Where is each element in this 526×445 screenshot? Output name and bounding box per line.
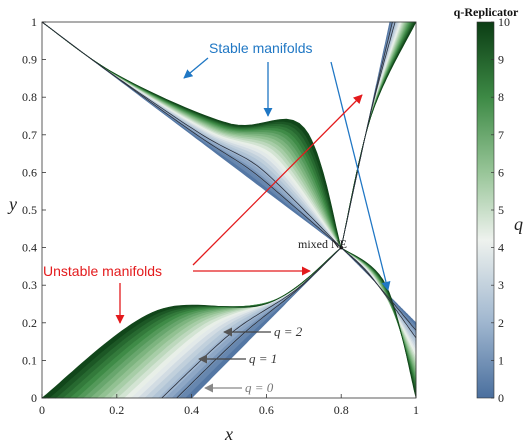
manifold-band (340, 21, 412, 248)
colorbar-tick-label: 7 (498, 128, 504, 142)
q1-label: q = 1 (249, 351, 277, 366)
y-tick-label: 0.7 (22, 128, 37, 142)
y-tick-label: 0.5 (22, 203, 37, 217)
colorbar-label: q (514, 214, 523, 234)
stable-arrow-3 (330, 61, 391, 291)
mixed-ne-label: mixed NE (298, 237, 347, 251)
x-tick-label: 0.8 (334, 403, 349, 417)
q-level-curve (161, 247, 342, 399)
q2-label: q = 2 (274, 324, 303, 339)
colorbar-tick-label: 0 (498, 391, 504, 405)
colorbar-title: q-Replicator (454, 5, 519, 19)
manifold-band (340, 21, 413, 248)
colorbar-tick-label: 2 (498, 316, 504, 330)
y-tick-label: 0.2 (22, 316, 37, 330)
q-level-curve (340, 21, 396, 248)
colorbar-tick-label: 10 (498, 15, 510, 29)
x-tick-label: 0.6 (259, 403, 274, 417)
colorbar-tick-label: 1 (498, 353, 504, 367)
manifold-band (340, 21, 410, 248)
axis-ticks: 0 0.2 0.4 0.6 0.8 1 0 0.1 0.2 0.3 0.4 0.5 0.6 0.7 0.8 0… (22, 15, 419, 417)
manifold-regions (41, 21, 417, 399)
y-tick-label: 0.8 (22, 90, 37, 104)
colorbar-tick-label: 5 (498, 203, 504, 217)
y-tick-label: 0 (31, 391, 37, 405)
manifold-band (340, 21, 411, 248)
stable-arrow-1 (183, 57, 209, 79)
colorbar-tick-label: 9 (498, 53, 504, 67)
colorbar-tick-label: 4 (498, 241, 504, 255)
q0-label: q = 0 (245, 380, 274, 395)
manifold-band (341, 247, 417, 375)
manifold-band (340, 21, 416, 248)
mixed-ne-point (339, 245, 344, 250)
manifold-band (341, 247, 417, 371)
x-tick-label: 1 (413, 403, 419, 417)
colorbar-tick-label: 3 (498, 278, 504, 292)
x-axis-label: x (224, 424, 233, 444)
y-tick-label: 1 (31, 15, 37, 29)
y-tick-label: 0.9 (22, 53, 37, 67)
x-tick-label: 0.2 (109, 403, 124, 417)
annotation-arrows (115, 57, 391, 393)
y-tick-label: 0.4 (22, 241, 37, 255)
y-tick-label: 0.6 (22, 165, 37, 179)
y-axis-label: y (7, 194, 17, 214)
colorbar-tick-label: 8 (498, 90, 504, 104)
manifold-band (340, 21, 417, 248)
colorbar-tick-label: 6 (498, 165, 504, 179)
q-level-curve (41, 21, 342, 248)
unstable-manifolds-label: Unstable manifolds (43, 263, 162, 279)
stable-manifold-region (340, 247, 417, 399)
x-tick-label: 0 (39, 403, 45, 417)
unstable-manifold-region (340, 21, 417, 248)
y-tick-label: 0.3 (22, 278, 37, 292)
manifold-band (340, 21, 415, 248)
colorbar-ticks: 0 1 2 3 4 5 6 7 8 9 10 (491, 15, 510, 405)
unstable-manifold-region (41, 247, 342, 399)
unstable-arrow-3 (192, 94, 363, 266)
x-tick-label: 0.4 (184, 403, 199, 417)
y-tick-label: 0.1 (22, 353, 37, 367)
stable-manifolds-label: Stable manifolds (209, 40, 313, 56)
